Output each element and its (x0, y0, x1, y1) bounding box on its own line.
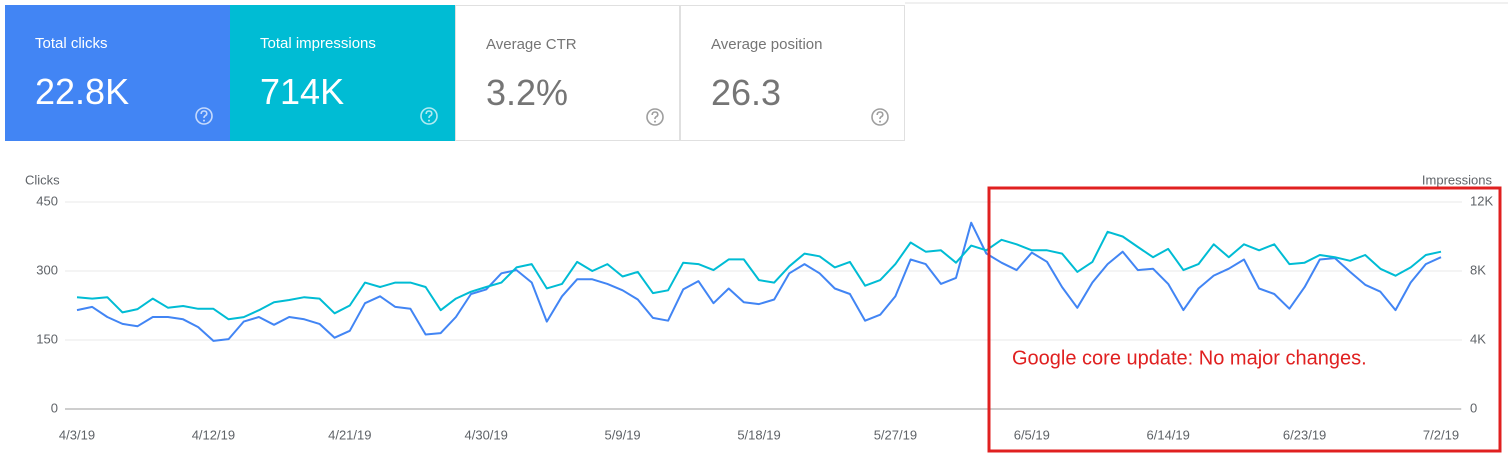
series-line (76, 221, 1442, 342)
y2-tick-label: 0 (1470, 400, 1477, 415)
y2-tick-label: 8K (1470, 262, 1486, 277)
help-icon[interactable] (194, 106, 224, 136)
y2-axis-label: Impressions (1422, 172, 1493, 187)
x-tick-label: 6/14/19 (1147, 427, 1190, 442)
card-ctr[interactable]: Average CTR 3.2% (455, 5, 680, 141)
card-label: Average position (711, 36, 823, 53)
help-icon[interactable] (645, 107, 675, 137)
y-tick-label: 450 (36, 193, 58, 208)
card-value: 22.8K (35, 71, 130, 112)
x-tick-label: 4/3/19 (59, 427, 95, 442)
series-line (76, 230, 1442, 321)
card-impressions[interactable]: Total impressions 714K (230, 5, 455, 141)
card-label: Total clicks (35, 35, 108, 52)
y-tick-label: 300 (36, 262, 58, 277)
y-tick-label: 0 (51, 400, 58, 415)
x-tick-label: 6/23/19 (1283, 427, 1326, 442)
annotation-box (987, 186, 1502, 453)
annotation-text: Google core update: No major changes. (1012, 347, 1367, 369)
y-tick-label: 150 (36, 331, 58, 346)
card-value: 26.3 (711, 72, 782, 113)
x-tick-label: 7/2/19 (1423, 427, 1459, 442)
x-tick-label: 6/5/19 (1014, 427, 1050, 442)
help-icon[interactable] (419, 106, 449, 136)
card-value: 714K (260, 71, 345, 112)
card-value: 3.2% (486, 72, 569, 113)
x-tick-label: 4/21/19 (328, 427, 371, 442)
x-tick-label: 5/18/19 (737, 427, 780, 442)
x-tick-label: 5/27/19 (874, 427, 917, 442)
y2-tick-label: 12K (1470, 193, 1493, 208)
x-tick-label: 4/30/19 (465, 427, 508, 442)
x-tick-label: 5/9/19 (605, 427, 641, 442)
y2-tick-label: 4K (1470, 331, 1486, 346)
card-label: Average CTR (486, 36, 577, 53)
y-axis-label: Clicks (25, 172, 60, 187)
help-icon[interactable] (870, 107, 900, 137)
card-label: Total impressions (260, 35, 376, 52)
card-clicks[interactable]: Total clicks 22.8K (5, 5, 230, 141)
x-tick-label: 4/12/19 (192, 427, 235, 442)
card-position[interactable]: Average position 26.3 (680, 5, 905, 141)
